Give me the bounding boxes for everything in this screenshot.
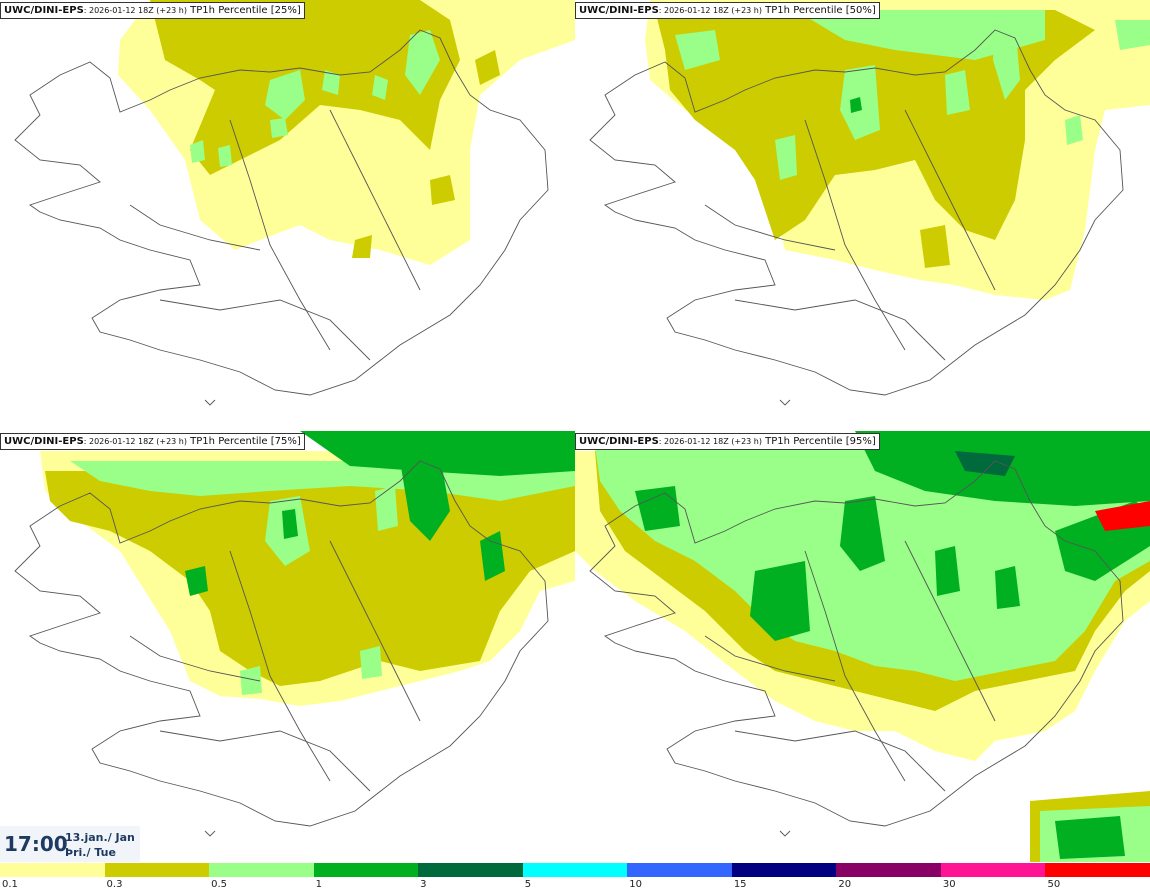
legend-swatch	[836, 863, 942, 877]
panel-title-p50: UWC/DINI-EPS: 2026-01-12 18Z (+23 h) TP1…	[575, 2, 880, 19]
map-p75	[14, 431, 575, 837]
legend-tick-label: 1	[315, 879, 322, 890]
valid-date-line2: Þri./ Tue	[65, 846, 116, 859]
precip-color-legend: 0.1 0.3 0.5 1 3 5 10 15 20 30 50	[0, 862, 1150, 891]
iceland-coastline-p75	[14, 460, 549, 837]
valid-time: 17:00	[4, 832, 68, 856]
precip-field-p25	[118, 0, 575, 265]
map-panel-p50: UWC/DINI-EPS: 2026-01-12 18Z (+23 h) TP1…	[575, 0, 1150, 431]
legend-tick-label: 50	[1047, 879, 1061, 890]
legend-swatch	[731, 863, 838, 877]
map-p50	[589, 0, 1150, 406]
legend-swatch	[627, 863, 733, 877]
legend-swatch	[418, 863, 524, 877]
legend-swatch	[1045, 863, 1150, 877]
iceland-coastline-p25	[14, 29, 549, 406]
legend-tick-label: 30	[942, 879, 956, 890]
legend-swatch	[209, 863, 315, 877]
precip-field-p95	[575, 431, 1150, 862]
map-panel-p95: UWC/DINI-EPS: 2026-01-12 18Z (+23 h) TP1…	[575, 431, 1150, 862]
legend-tick-label: 0.5	[211, 879, 227, 890]
iceland-coastline-p50	[589, 29, 1124, 406]
panel-title-p95: UWC/DINI-EPS: 2026-01-12 18Z (+23 h) TP1…	[575, 433, 880, 450]
legend-swatch	[522, 863, 629, 877]
legend-swatch	[313, 863, 420, 877]
map-panel-p75: UWC/DINI-EPS: 2026-01-12 18Z (+23 h) TP1…	[0, 431, 575, 862]
legend-swatch	[0, 863, 106, 877]
map-p25	[14, 0, 575, 406]
map-panel-p25: UWC/DINI-EPS: 2026-01-12 18Z (+23 h) TP1…	[0, 0, 575, 431]
iceland-coastline-p95	[589, 460, 1124, 837]
legend-tick-label: 20	[838, 879, 852, 890]
legend-tick-label: 0.3	[106, 879, 123, 890]
legend-tick-label: 0.1	[2, 879, 18, 890]
panel-title-p25: UWC/DINI-EPS: 2026-01-12 18Z (+23 h) TP1…	[0, 2, 305, 19]
legend-tick-label: 3	[420, 879, 427, 890]
legend-tick-label: 15	[733, 879, 747, 890]
legend-swatch	[104, 863, 211, 877]
precip-field-p75	[40, 431, 575, 706]
legend-tick-label: 10	[629, 879, 642, 890]
valid-time-box: 17:00 13.jan./ Jan Þri./ Tue	[0, 826, 140, 862]
precip-field-p50	[645, 0, 1150, 300]
map-p95	[575, 431, 1150, 862]
legend-tick-label: 5	[524, 879, 532, 890]
legend-swatch	[940, 863, 1047, 877]
panel-title-p75: UWC/DINI-EPS: 2026-01-12 18Z (+23 h) TP1…	[0, 433, 305, 450]
valid-date-line1: 13.jan./ Jan	[65, 831, 135, 844]
